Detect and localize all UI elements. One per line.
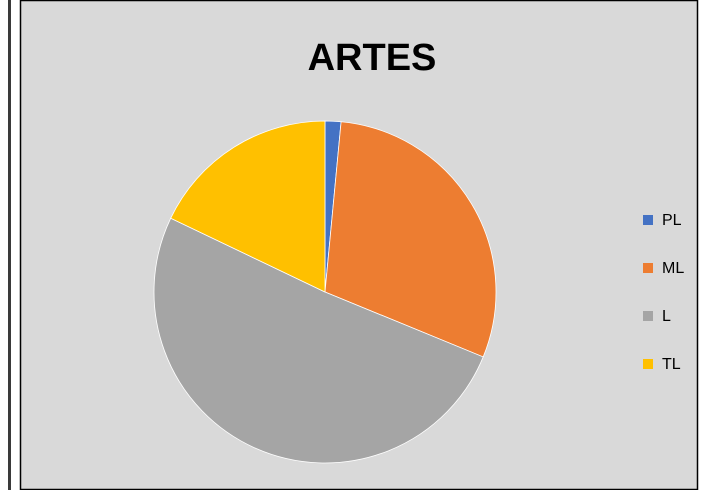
chart-title: ARTES <box>308 37 437 79</box>
pie-slice <box>170 120 326 293</box>
legend-label: ML <box>662 260 684 277</box>
legend-swatch <box>643 263 653 273</box>
legend-label: TL <box>662 356 681 373</box>
legend-swatch <box>643 311 653 321</box>
pie-slice <box>153 217 484 464</box>
legend-swatch <box>643 359 653 369</box>
legend-swatch <box>643 215 653 225</box>
left-edge <box>8 0 11 490</box>
pie-slice <box>324 121 497 358</box>
legend-label: L <box>662 308 671 325</box>
legend-label: PL <box>662 212 682 229</box>
